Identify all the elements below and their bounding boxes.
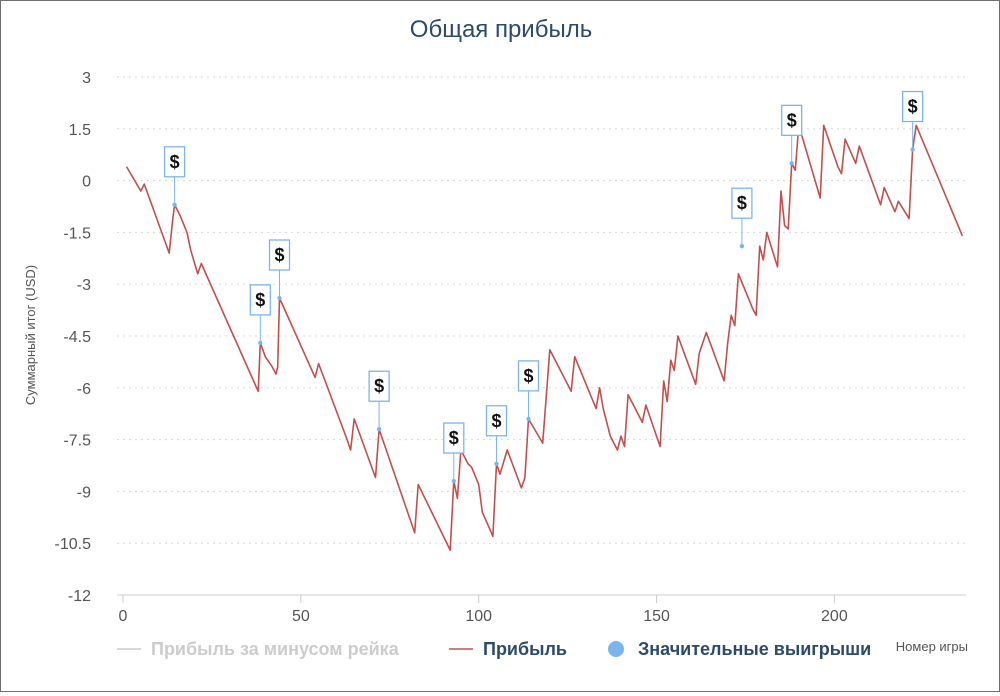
- y-tick-label: -9: [77, 484, 91, 501]
- legend-item[interactable]: Значительные выигрыши: [608, 639, 871, 659]
- dollar-label: $: [737, 193, 747, 213]
- flag-box: [368, 370, 390, 402]
- y-tick-label: -1.5: [63, 225, 91, 242]
- y-tick-label: 0: [82, 174, 91, 191]
- dollar-label: $: [491, 411, 501, 431]
- big-win-point: [789, 161, 794, 166]
- big-win-marker[interactable]: $: [781, 104, 803, 166]
- legend-label: Прибыль за минусом рейка: [151, 639, 400, 659]
- y-tick-label: 1.5: [69, 122, 91, 139]
- chart-title: Общая прибыль: [410, 16, 592, 43]
- y-tick-label: 3: [82, 70, 91, 87]
- y-tick-label: -6: [77, 381, 91, 398]
- dollar-label: $: [523, 366, 533, 386]
- big-win-point: [910, 147, 915, 152]
- legend: Прибыль за минусом рейка Прибыль Значитель…: [117, 639, 871, 659]
- dollar-label: $: [374, 376, 384, 396]
- legend-circle-icon: [608, 641, 624, 657]
- x-tick-label: 200: [821, 608, 848, 625]
- y-tick-label: -12: [68, 588, 91, 605]
- legend-label: Прибыль: [483, 639, 567, 659]
- dollar-label: $: [274, 245, 284, 265]
- flag-box: [781, 104, 803, 136]
- grid-lines: [117, 76, 966, 544]
- series-layer: [125, 124, 964, 551]
- flag-box: [163, 146, 186, 178]
- big-win-marker[interactable]: $: [268, 239, 291, 301]
- x-axis: 0 50 100 150 200: [117, 594, 966, 625]
- big-win-point: [526, 416, 531, 422]
- x-axis-label: Номер игры: [896, 639, 968, 654]
- dollar-label: $: [255, 290, 265, 310]
- dollar-label: $: [787, 110, 797, 130]
- big-win-point: [376, 427, 382, 432]
- y-axis-ticks: 3 1.5 0 -1.5 -3 -4.5 -6 -7.5 -9 -10.5 -12: [55, 70, 92, 605]
- legend-item[interactable]: Прибыль за минусом рейка: [117, 639, 400, 659]
- flag-box: [517, 360, 540, 392]
- dollar-label: $: [170, 152, 180, 172]
- y-tick-label: -7.5: [63, 433, 91, 450]
- big-win-point: [739, 244, 745, 249]
- x-tick-label: 0: [119, 608, 128, 625]
- x-tick-label: 50: [292, 608, 310, 625]
- big-win-marker[interactable]: $: [485, 405, 508, 466]
- big-win-marker[interactable]: $: [901, 90, 924, 152]
- big-win-point: [451, 478, 456, 484]
- big-win-point: [494, 461, 499, 466]
- y-tick-label: -3: [77, 277, 91, 294]
- big-win-marker[interactable]: $: [731, 187, 753, 249]
- flag-box: [249, 284, 271, 316]
- big-win-marker[interactable]: $: [517, 360, 540, 422]
- dollar-label: $: [449, 428, 459, 448]
- dollar-label: $: [908, 97, 918, 117]
- big-win-marker[interactable]: $: [443, 422, 465, 484]
- y-axis-label: Суммарный итог (USD): [23, 265, 38, 405]
- big-wins-layer: $ $ $ $ $ $ $ $ $ $: [163, 90, 924, 484]
- legend-label: Значительные выигрыши: [638, 639, 871, 659]
- profit-line: [125, 124, 964, 551]
- flag-box: [485, 405, 508, 437]
- big-win-point: [258, 340, 263, 346]
- flag-box: [901, 90, 924, 123]
- big-win-marker[interactable]: $: [163, 146, 186, 207]
- x-tick-label: 100: [465, 608, 492, 625]
- y-tick-label: -10.5: [55, 536, 92, 553]
- y-tick-label: -4.5: [63, 329, 91, 346]
- big-win-marker[interactable]: $: [368, 370, 390, 432]
- legend-item[interactable]: Прибыль: [449, 639, 567, 659]
- big-win-point: [277, 295, 282, 301]
- big-win-point: [172, 202, 177, 207]
- big-win-marker[interactable]: $: [249, 284, 271, 346]
- flag-box: [443, 422, 465, 454]
- x-tick-label: 150: [643, 608, 670, 625]
- flag-box: [731, 187, 753, 219]
- flag-box: [268, 239, 291, 271]
